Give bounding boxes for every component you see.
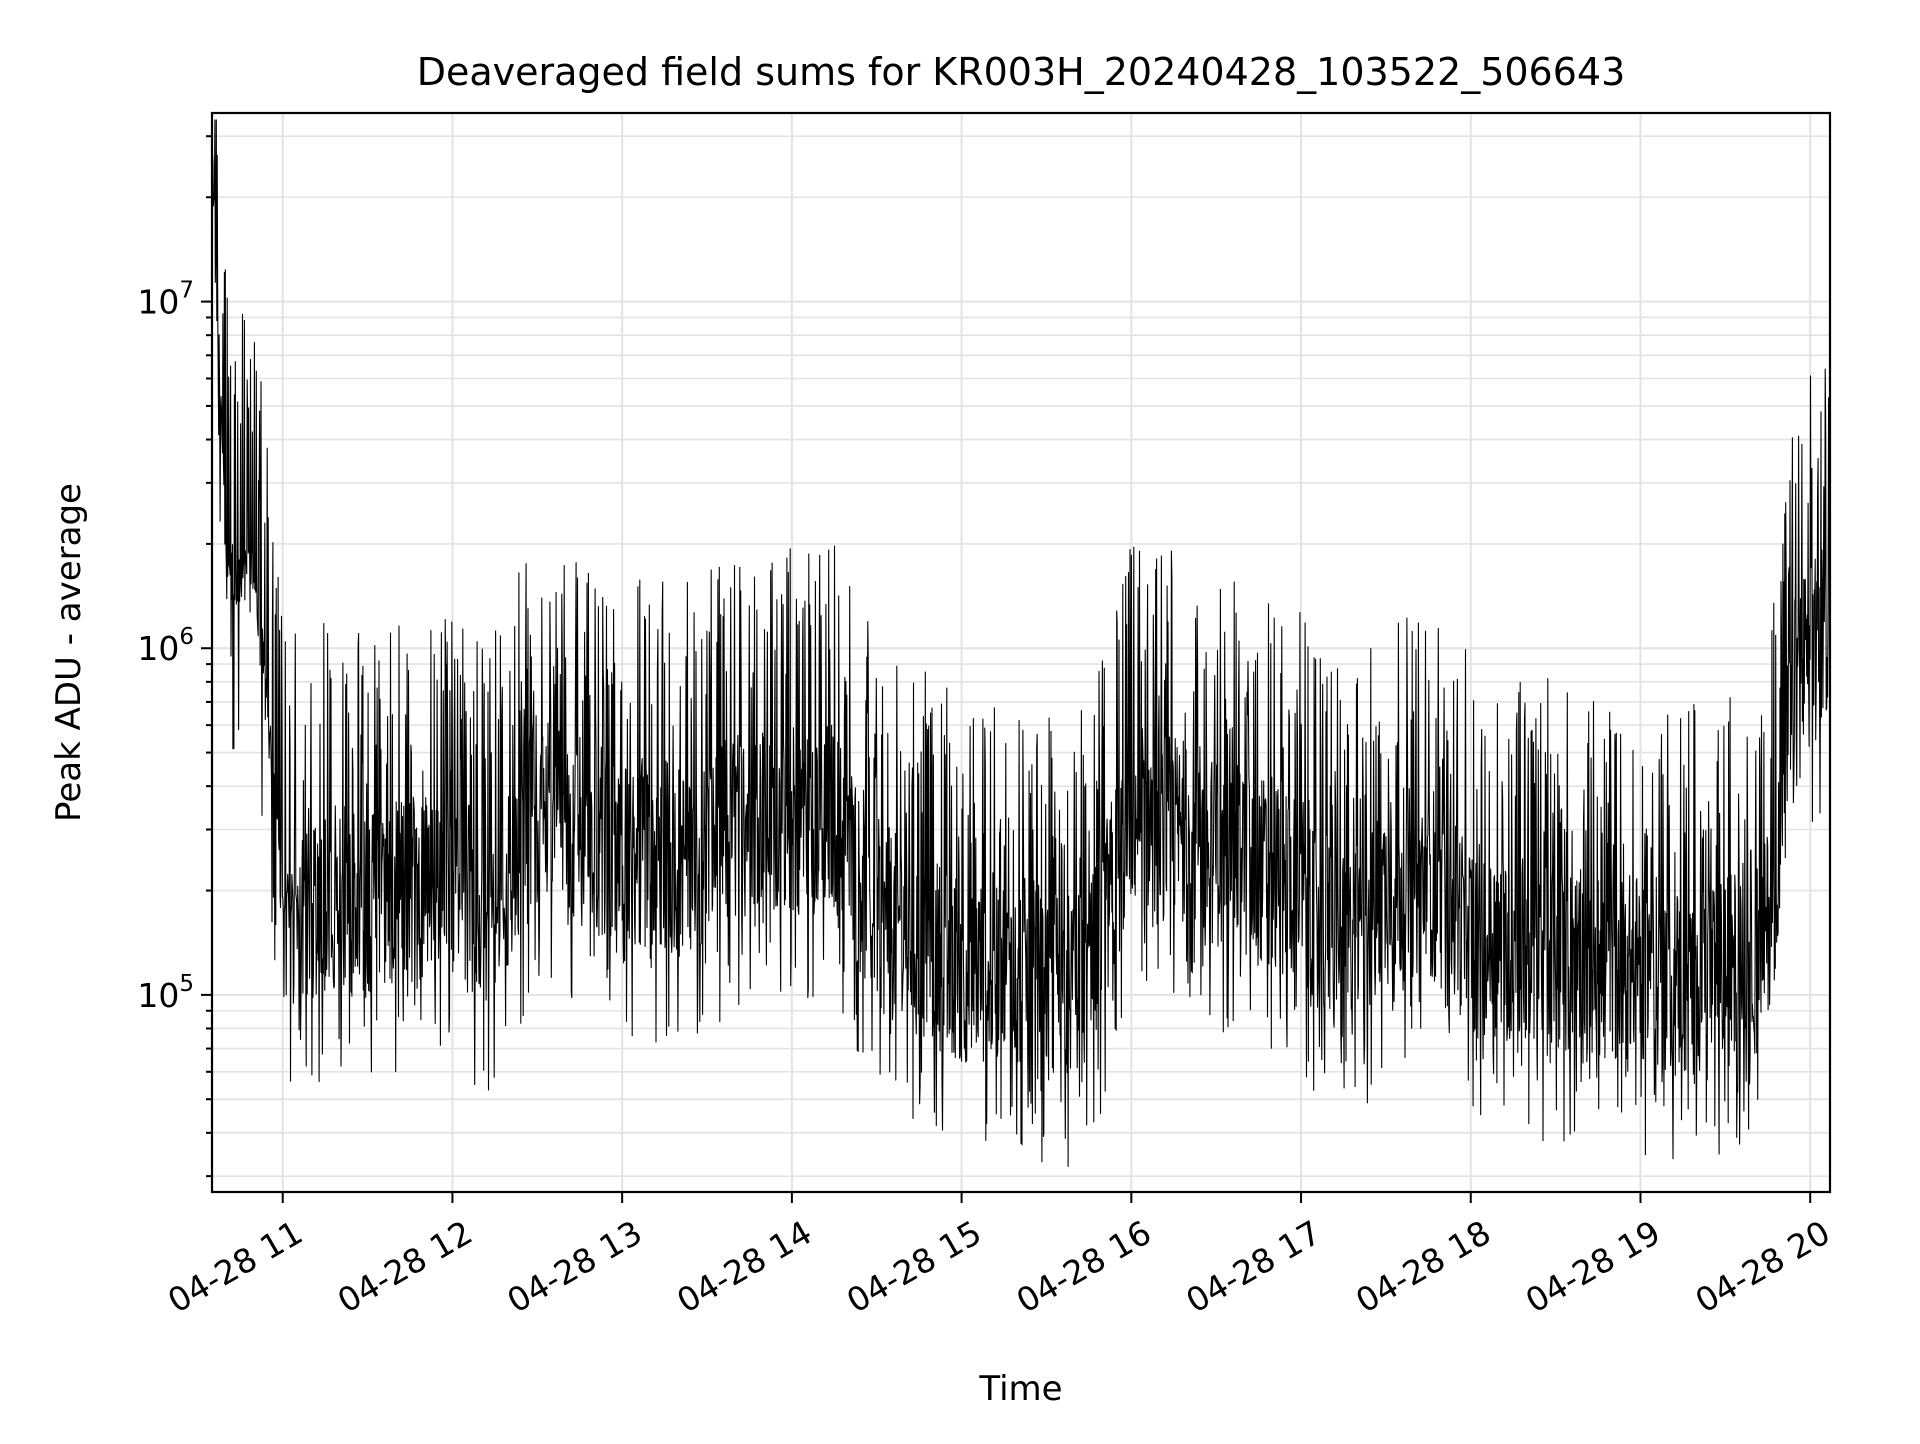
x-tick-label: 04-28 12 [331, 1213, 479, 1321]
x-axis-label: Time [978, 1369, 1062, 1409]
data-series [211, 119, 1831, 1167]
x-tick-label: 04-28 16 [1010, 1213, 1158, 1321]
y-axis-label: Peak ADU - average [49, 483, 89, 822]
y-tick-label: 106 [137, 624, 194, 668]
x-tick-label: 04-28 15 [840, 1213, 988, 1321]
x-tick-label: 04-28 13 [501, 1213, 649, 1321]
x-tick-label: 04-28 14 [670, 1213, 818, 1321]
y-tick-label: 105 [137, 971, 194, 1015]
x-tick-label: 04-28 20 [1689, 1213, 1837, 1321]
plot-frame [210, 111, 1832, 1194]
x-tick-label: 04-28 11 [161, 1213, 309, 1321]
series-line [211, 119, 1831, 1167]
x-tick-label: 04-28 18 [1349, 1213, 1497, 1321]
chart-title: Deaveraged field sums for KR003H_2024042… [417, 50, 1626, 94]
x-tick-label: 04-28 19 [1519, 1213, 1667, 1321]
x-tick-label: 04-28 17 [1179, 1213, 1327, 1321]
y-tick-label: 107 [137, 278, 194, 322]
